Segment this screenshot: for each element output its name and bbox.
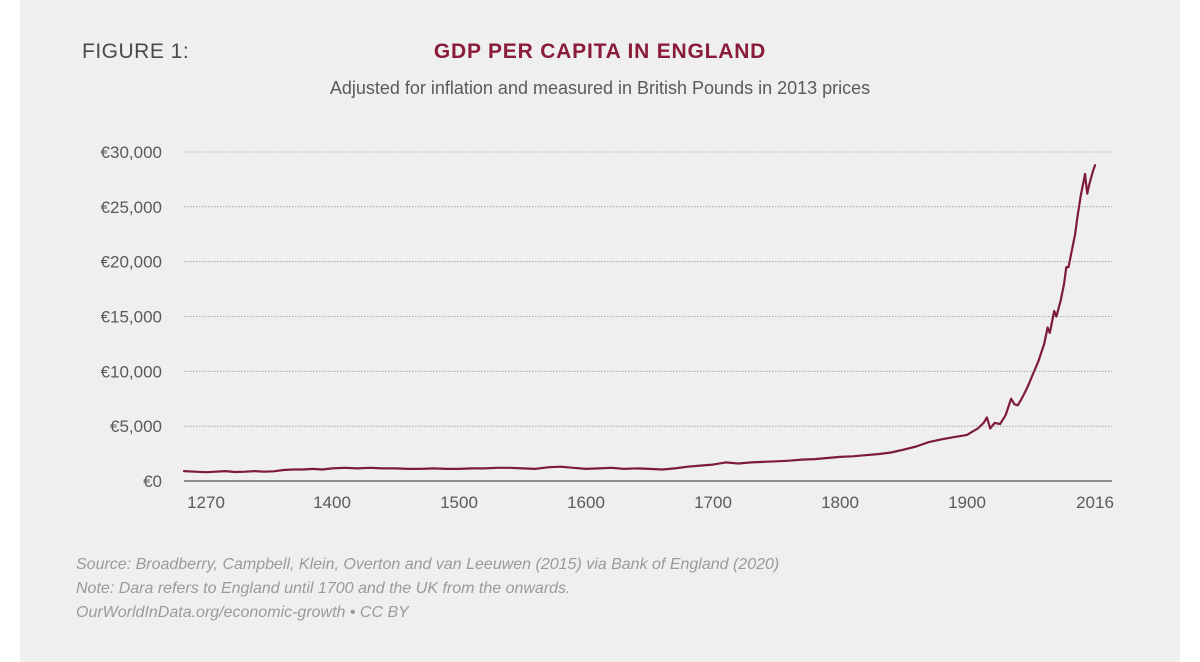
figure-label: FIGURE 1: [82, 40, 190, 63]
y-tick-label: €5,000 [110, 417, 162, 436]
source-note: Source: Broadberry, Campbell, Klein, Ove… [76, 556, 780, 573]
chart-notes: Source: Broadberry, Campbell, Klein, Ove… [76, 553, 779, 625]
x-tick-label: 1800 [821, 493, 859, 512]
chart-title: GDP PER CAPITA IN ENGLAND [433, 40, 767, 63]
x-tick-label: 1700 [694, 493, 732, 512]
license-note: OurWorldInData.org/economic-growth • CC … [76, 604, 409, 621]
data-note: Note: Dara refers to England until 1700 … [76, 580, 571, 597]
x-tick-label: 1500 [440, 493, 478, 512]
chart-subtitle: Adjusted for inflation and measured in B… [329, 78, 871, 98]
y-tick-label: €30,000 [101, 143, 162, 162]
y-tick-label: €20,000 [101, 253, 162, 272]
x-tick-label: 2016 [1076, 493, 1114, 512]
y-tick-label: €25,000 [101, 198, 162, 217]
y-tick-label: €10,000 [101, 362, 162, 381]
x-tick-label: 1900 [948, 493, 986, 512]
figure-panel [20, 0, 1180, 662]
x-tick-label: 1270 [187, 493, 225, 512]
x-tick-label: 1400 [313, 493, 351, 512]
y-tick-label: €0 [143, 472, 162, 491]
gdp-series-line [182, 164, 1097, 474]
x-tick-label: 1600 [567, 493, 605, 512]
y-tick-label: €15,000 [101, 308, 162, 327]
